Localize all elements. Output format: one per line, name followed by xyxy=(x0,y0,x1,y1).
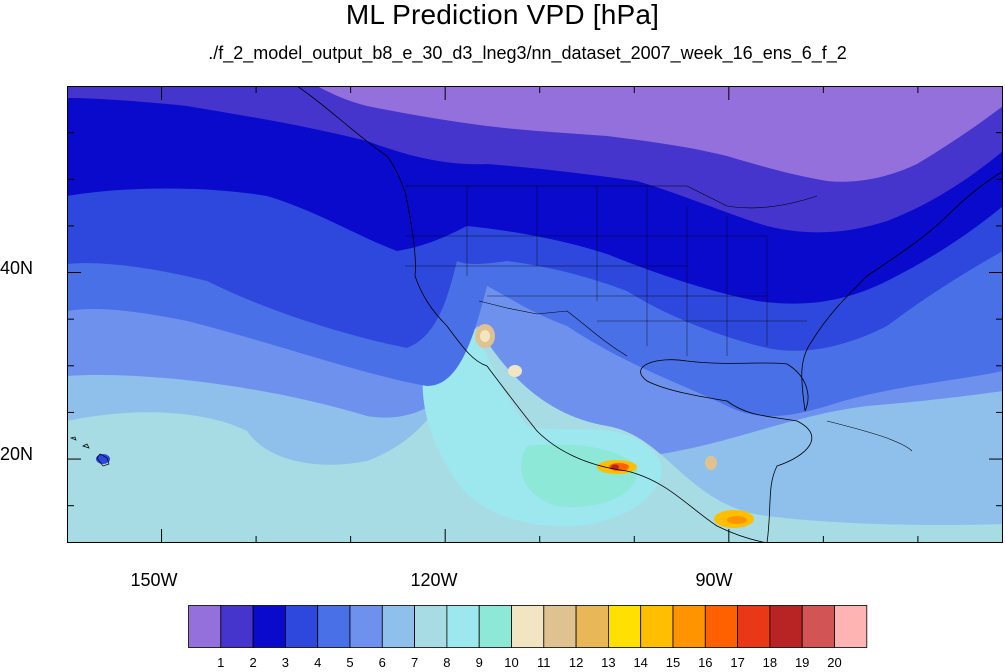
vpd-map xyxy=(67,86,1003,543)
colorbar-label: 8 xyxy=(443,655,451,670)
colorbar-box xyxy=(381,605,416,648)
colorbar-box xyxy=(834,605,868,648)
border-us-mexico xyxy=(478,300,628,357)
colorbar-label: 5 xyxy=(346,655,354,670)
colorbar-label: 4 xyxy=(314,655,322,670)
lat-label-20n: 20N xyxy=(0,444,34,464)
colorbar-label: 2 xyxy=(249,655,257,670)
chart-title: ML Prediction VPD [hPa] xyxy=(345,0,660,30)
lat-label-40n: 40N xyxy=(0,258,34,278)
map-frame xyxy=(67,86,1003,543)
colorbar-label: 16 xyxy=(698,655,713,670)
lon-label-90w: 90W xyxy=(695,570,733,590)
state-lines xyxy=(405,186,807,356)
colorbar-box xyxy=(349,605,383,648)
colorbar-box xyxy=(446,605,480,648)
band-north-lavender xyxy=(317,86,1003,182)
axis-ticks xyxy=(67,86,1003,543)
island-hawaii-outline xyxy=(69,436,110,467)
colorbar-box xyxy=(478,605,512,648)
colorbar-label: 15 xyxy=(665,655,681,670)
colorbar-box xyxy=(801,605,835,648)
lon-label-120w: 120W xyxy=(410,570,458,590)
island-cuba-outline xyxy=(826,420,913,452)
colorbar-box xyxy=(317,605,351,648)
colorbar-label: 10 xyxy=(504,655,519,670)
lon-label-150w: 150W xyxy=(130,570,178,590)
colorbar-box xyxy=(607,605,642,648)
colorbar-label: 20 xyxy=(827,655,842,670)
band-teal xyxy=(521,444,638,507)
hotspot-guatemala-core xyxy=(727,516,747,524)
colorbar-box xyxy=(414,605,448,648)
colorbar-box xyxy=(252,605,286,648)
hotspot-yucatan xyxy=(705,456,717,470)
colorbar-label: 14 xyxy=(633,655,648,670)
colorbar-label: 6 xyxy=(378,655,386,670)
colorbar-box xyxy=(285,605,319,648)
colorbar-label: 11 xyxy=(537,655,551,670)
coastline-north-america xyxy=(296,86,1003,543)
colorbar-box xyxy=(737,605,771,648)
chart-subtitle: ./f_2_model_output_b8_e_30_d3_lneg3/nn_d… xyxy=(208,43,847,63)
hotspot-jalisco-peak xyxy=(611,464,619,470)
colorbar-box xyxy=(188,605,222,648)
hotspot-baja-core xyxy=(480,330,490,342)
colorbar-label: 3 xyxy=(281,655,289,670)
colorbar-label: 12 xyxy=(568,655,584,670)
colorbar-box xyxy=(769,605,803,648)
map-panel xyxy=(67,86,1003,543)
colorbar-label: 17 xyxy=(730,655,745,670)
colorbar-label: 7 xyxy=(410,655,419,670)
colorbar-box xyxy=(704,605,738,648)
colorbar-box xyxy=(220,605,254,648)
colorbar-label: 1 xyxy=(217,655,225,670)
colorbar-box xyxy=(511,605,545,648)
colorbar-box xyxy=(640,605,674,648)
colorbar-labels: 1 2 3 4 5 6 7 8 9 10 11 12 13 14 15 16 17 18 19 20 xyxy=(0,655,1005,671)
colorbar-label: 18 xyxy=(762,655,778,670)
colorbar-label: 13 xyxy=(601,655,616,670)
colorbar-box xyxy=(543,605,577,648)
colorbar-box xyxy=(575,605,609,648)
colorbar-label: 19 xyxy=(794,655,810,670)
border-us-canada xyxy=(405,185,818,209)
colorbar-box xyxy=(672,605,706,648)
colorbar-label: 9 xyxy=(475,655,483,670)
colorbar xyxy=(188,605,868,648)
hotspot-sinaloa xyxy=(508,365,522,377)
